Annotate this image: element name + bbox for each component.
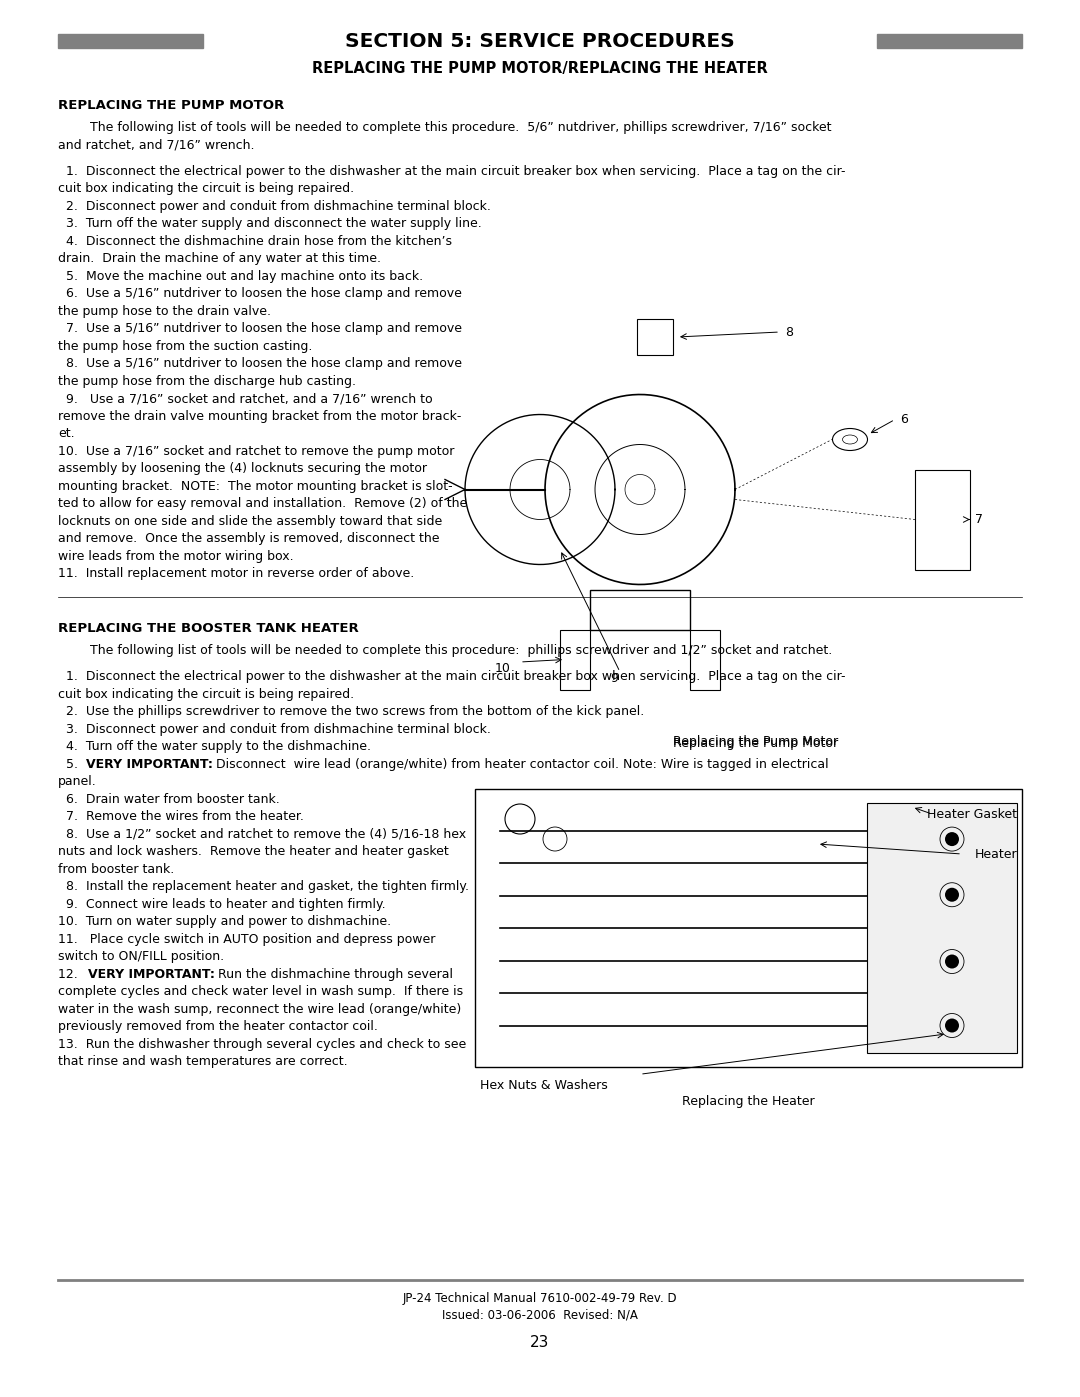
Text: 8.  Install the replacement heater and gasket, the tighten firmly.: 8. Install the replacement heater and ga… xyxy=(58,880,469,893)
Text: and ratchet, and 7/16” wrench.: and ratchet, and 7/16” wrench. xyxy=(58,138,255,151)
Text: nuts and lock washers.  Remove the heater and heater gasket: nuts and lock washers. Remove the heater… xyxy=(58,845,449,858)
Text: cuit box indicating the circuit is being repaired.: cuit box indicating the circuit is being… xyxy=(58,687,354,700)
Text: et.: et. xyxy=(58,427,75,440)
Text: Heater: Heater xyxy=(974,848,1017,861)
Bar xyxy=(877,34,1022,47)
Text: mounting bracket.  NOTE:  The motor mounting bracket is slot-: mounting bracket. NOTE: The motor mounti… xyxy=(58,479,453,493)
Text: REPLACING THE PUMP MOTOR/REPLACING THE HEATER: REPLACING THE PUMP MOTOR/REPLACING THE H… xyxy=(312,61,768,77)
Text: 6.  Use a 5/16” nutdriver to loosen the hose clamp and remove: 6. Use a 5/16” nutdriver to loosen the h… xyxy=(58,288,462,300)
Text: previously removed from the heater contactor coil.: previously removed from the heater conta… xyxy=(58,1020,378,1032)
Text: 1.  Disconnect the electrical power to the dishwasher at the main circuit breake: 1. Disconnect the electrical power to th… xyxy=(58,165,846,177)
Text: JP-24 Technical Manual 7610-002-49-79 Rev. D: JP-24 Technical Manual 7610-002-49-79 Re… xyxy=(403,1292,677,1305)
Text: 2.  Use the phillips screwdriver to remove the two screws from the bottom of the: 2. Use the phillips screwdriver to remov… xyxy=(58,705,645,718)
Text: 10: 10 xyxy=(495,662,511,675)
Text: 7: 7 xyxy=(975,513,983,527)
Text: 2.  Disconnect power and conduit from dishmachine terminal block.: 2. Disconnect power and conduit from dis… xyxy=(58,200,491,212)
Text: 7.  Use a 5/16” nutdriver to loosen the hose clamp and remove: 7. Use a 5/16” nutdriver to loosen the h… xyxy=(58,323,462,335)
Text: REPLACING THE BOOSTER TANK HEATER: REPLACING THE BOOSTER TANK HEATER xyxy=(58,622,359,634)
Text: 4.  Disconnect the dishmachine drain hose from the kitchen’s: 4. Disconnect the dishmachine drain hose… xyxy=(58,235,453,247)
Text: Heater Gasket: Heater Gasket xyxy=(927,807,1017,820)
Text: the pump hose from the suction casting.: the pump hose from the suction casting. xyxy=(58,339,312,353)
Ellipse shape xyxy=(833,429,867,450)
Text: REPLACING THE PUMP MOTOR: REPLACING THE PUMP MOTOR xyxy=(58,99,284,112)
Text: The following list of tools will be needed to complete this procedure:  phillips: The following list of tools will be need… xyxy=(58,644,833,657)
Text: the pump hose to the drain valve.: the pump hose to the drain valve. xyxy=(58,305,271,317)
Text: panel.: panel. xyxy=(58,775,97,788)
Text: 9: 9 xyxy=(610,672,618,685)
Circle shape xyxy=(945,833,959,847)
Bar xyxy=(590,590,690,630)
Text: VERY IMPORTANT:: VERY IMPORTANT: xyxy=(87,968,215,981)
Text: 5.: 5. xyxy=(58,757,86,771)
Text: 5.  Move the machine out and lay machine onto its back.: 5. Move the machine out and lay machine … xyxy=(58,270,423,282)
Text: 4.  Turn off the water supply to the dishmachine.: 4. Turn off the water supply to the dish… xyxy=(58,740,372,753)
Text: Replacing the Pump Motor: Replacing the Pump Motor xyxy=(674,738,838,750)
Circle shape xyxy=(945,887,959,901)
Text: Disconnect  wire lead (orange/white) from heater contactor coil. Note: Wire is t: Disconnect wire lead (orange/white) from… xyxy=(208,757,828,771)
Text: water in the wash sump, reconnect the wire lead (orange/white): water in the wash sump, reconnect the wi… xyxy=(58,1003,461,1016)
Text: 9.   Use a 7/16” socket and ratchet, and a 7/16” wrench to: 9. Use a 7/16” socket and ratchet, and a… xyxy=(58,393,433,405)
Text: 12.: 12. xyxy=(58,968,85,981)
Bar xyxy=(561,630,590,690)
Circle shape xyxy=(945,1018,959,1032)
Text: drain.  Drain the machine of any water at this time.: drain. Drain the machine of any water at… xyxy=(58,253,381,265)
Text: 8.  Use a 1/2” socket and ratchet to remove the (4) 5/16-18 hex: 8. Use a 1/2” socket and ratchet to remo… xyxy=(58,827,467,841)
Text: assembly by loosening the (4) locknuts securing the motor: assembly by loosening the (4) locknuts s… xyxy=(58,462,427,475)
Bar xyxy=(637,319,673,355)
Bar xyxy=(475,789,1022,1067)
Text: 10.  Use a 7/16” socket and ratchet to remove the pump motor: 10. Use a 7/16” socket and ratchet to re… xyxy=(58,444,455,458)
Text: 11.  Install replacement motor in reverse order of above.: 11. Install replacement motor in reverse… xyxy=(58,567,415,580)
Text: 1.  Disconnect the electrical power to the dishwasher at the main circuit breake: 1. Disconnect the electrical power to th… xyxy=(58,671,846,683)
Text: 13.  Run the dishwasher through several cycles and check to see: 13. Run the dishwasher through several c… xyxy=(58,1038,467,1051)
Text: 6.  Drain water from booster tank.: 6. Drain water from booster tank. xyxy=(58,792,280,806)
Text: locknuts on one side and slide the assembly toward that side: locknuts on one side and slide the assem… xyxy=(58,514,442,528)
Text: cuit box indicating the circuit is being repaired.: cuit box indicating the circuit is being… xyxy=(58,182,354,196)
Text: Replacing the Pump Motor: Replacing the Pump Motor xyxy=(674,735,838,747)
Text: 3.  Turn off the water supply and disconnect the water supply line.: 3. Turn off the water supply and disconn… xyxy=(58,218,482,231)
Text: the pump hose from the discharge hub casting.: the pump hose from the discharge hub cas… xyxy=(58,374,356,388)
Text: complete cycles and check water level in wash sump.  If there is: complete cycles and check water level in… xyxy=(58,985,463,997)
Text: wire leads from the motor wiring box.: wire leads from the motor wiring box. xyxy=(58,550,294,563)
Text: 8.  Use a 5/16” nutdriver to loosen the hose clamp and remove: 8. Use a 5/16” nutdriver to loosen the h… xyxy=(58,358,462,370)
Bar xyxy=(690,630,720,690)
Text: that rinse and wash temperatures are correct.: that rinse and wash temperatures are cor… xyxy=(58,1055,348,1067)
Text: Issued: 03-06-2006  Revised: N/A: Issued: 03-06-2006 Revised: N/A xyxy=(442,1308,638,1322)
Text: 9.  Connect wire leads to heater and tighten firmly.: 9. Connect wire leads to heater and tigh… xyxy=(58,897,386,911)
Bar xyxy=(58,34,203,47)
Text: Replacing the Heater: Replacing the Heater xyxy=(683,1095,814,1108)
Circle shape xyxy=(945,954,959,968)
Text: The following list of tools will be needed to complete this procedure.  5/6” nut: The following list of tools will be need… xyxy=(58,122,832,134)
Bar xyxy=(867,803,1017,1053)
Text: 23: 23 xyxy=(530,1336,550,1350)
Text: 6: 6 xyxy=(900,414,908,426)
Text: remove the drain valve mounting bracket from the motor brack-: remove the drain valve mounting bracket … xyxy=(58,409,461,423)
Bar xyxy=(915,469,970,570)
Text: 8: 8 xyxy=(785,326,793,338)
Text: 3.  Disconnect power and conduit from dishmachine terminal block.: 3. Disconnect power and conduit from dis… xyxy=(58,722,491,735)
Text: VERY IMPORTANT:: VERY IMPORTANT: xyxy=(86,757,213,771)
Text: 11.   Place cycle switch in AUTO position and depress power: 11. Place cycle switch in AUTO position … xyxy=(58,933,435,946)
Text: Run the dishmachine through several: Run the dishmachine through several xyxy=(210,968,453,981)
Text: switch to ON/FILL position.: switch to ON/FILL position. xyxy=(58,950,225,963)
Text: and remove.  Once the assembly is removed, disconnect the: and remove. Once the assembly is removed… xyxy=(58,532,440,545)
Text: 7.  Remove the wires from the heater.: 7. Remove the wires from the heater. xyxy=(58,810,303,823)
Text: from booster tank.: from booster tank. xyxy=(58,862,174,876)
Text: SECTION 5: SERVICE PROCEDURES: SECTION 5: SERVICE PROCEDURES xyxy=(346,32,734,50)
Text: Hex Nuts & Washers: Hex Nuts & Washers xyxy=(480,1080,608,1092)
Text: ted to allow for easy removal and installation.  Remove (2) of the: ted to allow for easy removal and instal… xyxy=(58,497,468,510)
Text: 10.  Turn on water supply and power to dishmachine.: 10. Turn on water supply and power to di… xyxy=(58,915,391,928)
